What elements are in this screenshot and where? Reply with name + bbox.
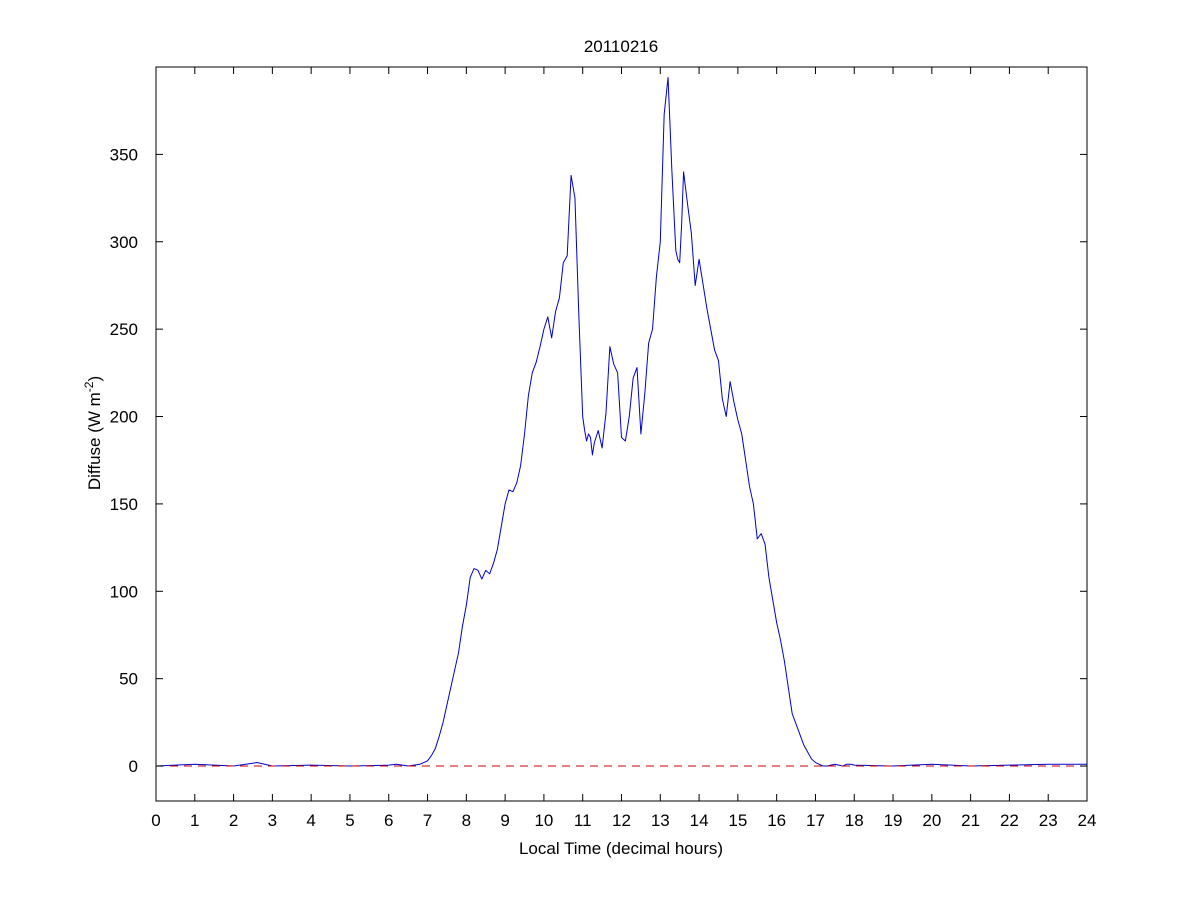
y-axis-label-superscript: -2 [82, 381, 96, 392]
y-axis-label: Diffuse (W m-2) [82, 376, 104, 490]
x-tick-label: 19 [884, 811, 903, 830]
x-tick-label: 3 [268, 811, 277, 830]
y-axis-ticks: 0 50 100 150 200 250 300 350 [110, 145, 1087, 776]
x-tick-label: 7 [423, 811, 432, 830]
chart-title: 20110216 [584, 37, 658, 56]
x-tick-label: 23 [1039, 811, 1058, 830]
x-tick-label: 10 [534, 811, 553, 830]
x-tick-label: 5 [345, 811, 354, 830]
x-tick-label: 20 [922, 811, 941, 830]
x-tick-label: 9 [500, 811, 509, 830]
y-tick-label: 200 [110, 408, 138, 427]
y-tick-label: 350 [110, 145, 138, 164]
x-axis-label: Local Time (decimal hours) [519, 839, 723, 858]
y-tick-label: 150 [110, 495, 138, 514]
x-tick-label: 4 [306, 811, 315, 830]
x-tick-label: 14 [690, 811, 709, 830]
x-axis-ticks: 0 1 2 3 4 5 6 7 8 9 10 11 12 13 14 15 16 17 18 19 20 21 22 23 24 [151, 67, 1096, 830]
x-tick-label: 18 [845, 811, 864, 830]
x-tick-label: 16 [767, 811, 786, 830]
x-tick-label: 15 [728, 811, 747, 830]
y-tick-label: 300 [110, 233, 138, 252]
x-tick-label: 17 [806, 811, 825, 830]
y-tick-label: 50 [119, 670, 138, 689]
y-tick-label: 100 [110, 582, 138, 601]
x-tick-label: 12 [612, 811, 631, 830]
x-tick-label: 22 [1000, 811, 1019, 830]
y-axis-label-suffix: ) [85, 376, 104, 382]
x-tick-label: 8 [462, 811, 471, 830]
x-tick-label: 24 [1078, 811, 1097, 830]
x-tick-label: 0 [151, 811, 160, 830]
y-tick-label: 250 [110, 320, 138, 339]
y-axis-label-prefix: Diffuse (W m [85, 392, 104, 490]
plot-area [155, 76, 1087, 767]
axes-box [155, 66, 1088, 802]
x-tick-label: 2 [229, 811, 238, 830]
x-tick-label: 13 [651, 811, 670, 830]
x-tick-label: 21 [961, 811, 980, 830]
x-tick-label: 11 [574, 811, 592, 830]
y-tick-label: 0 [129, 757, 138, 776]
diffuse-series-line [155, 76, 1087, 767]
x-tick-label: 1 [190, 811, 199, 830]
x-tick-label: 6 [384, 811, 393, 830]
